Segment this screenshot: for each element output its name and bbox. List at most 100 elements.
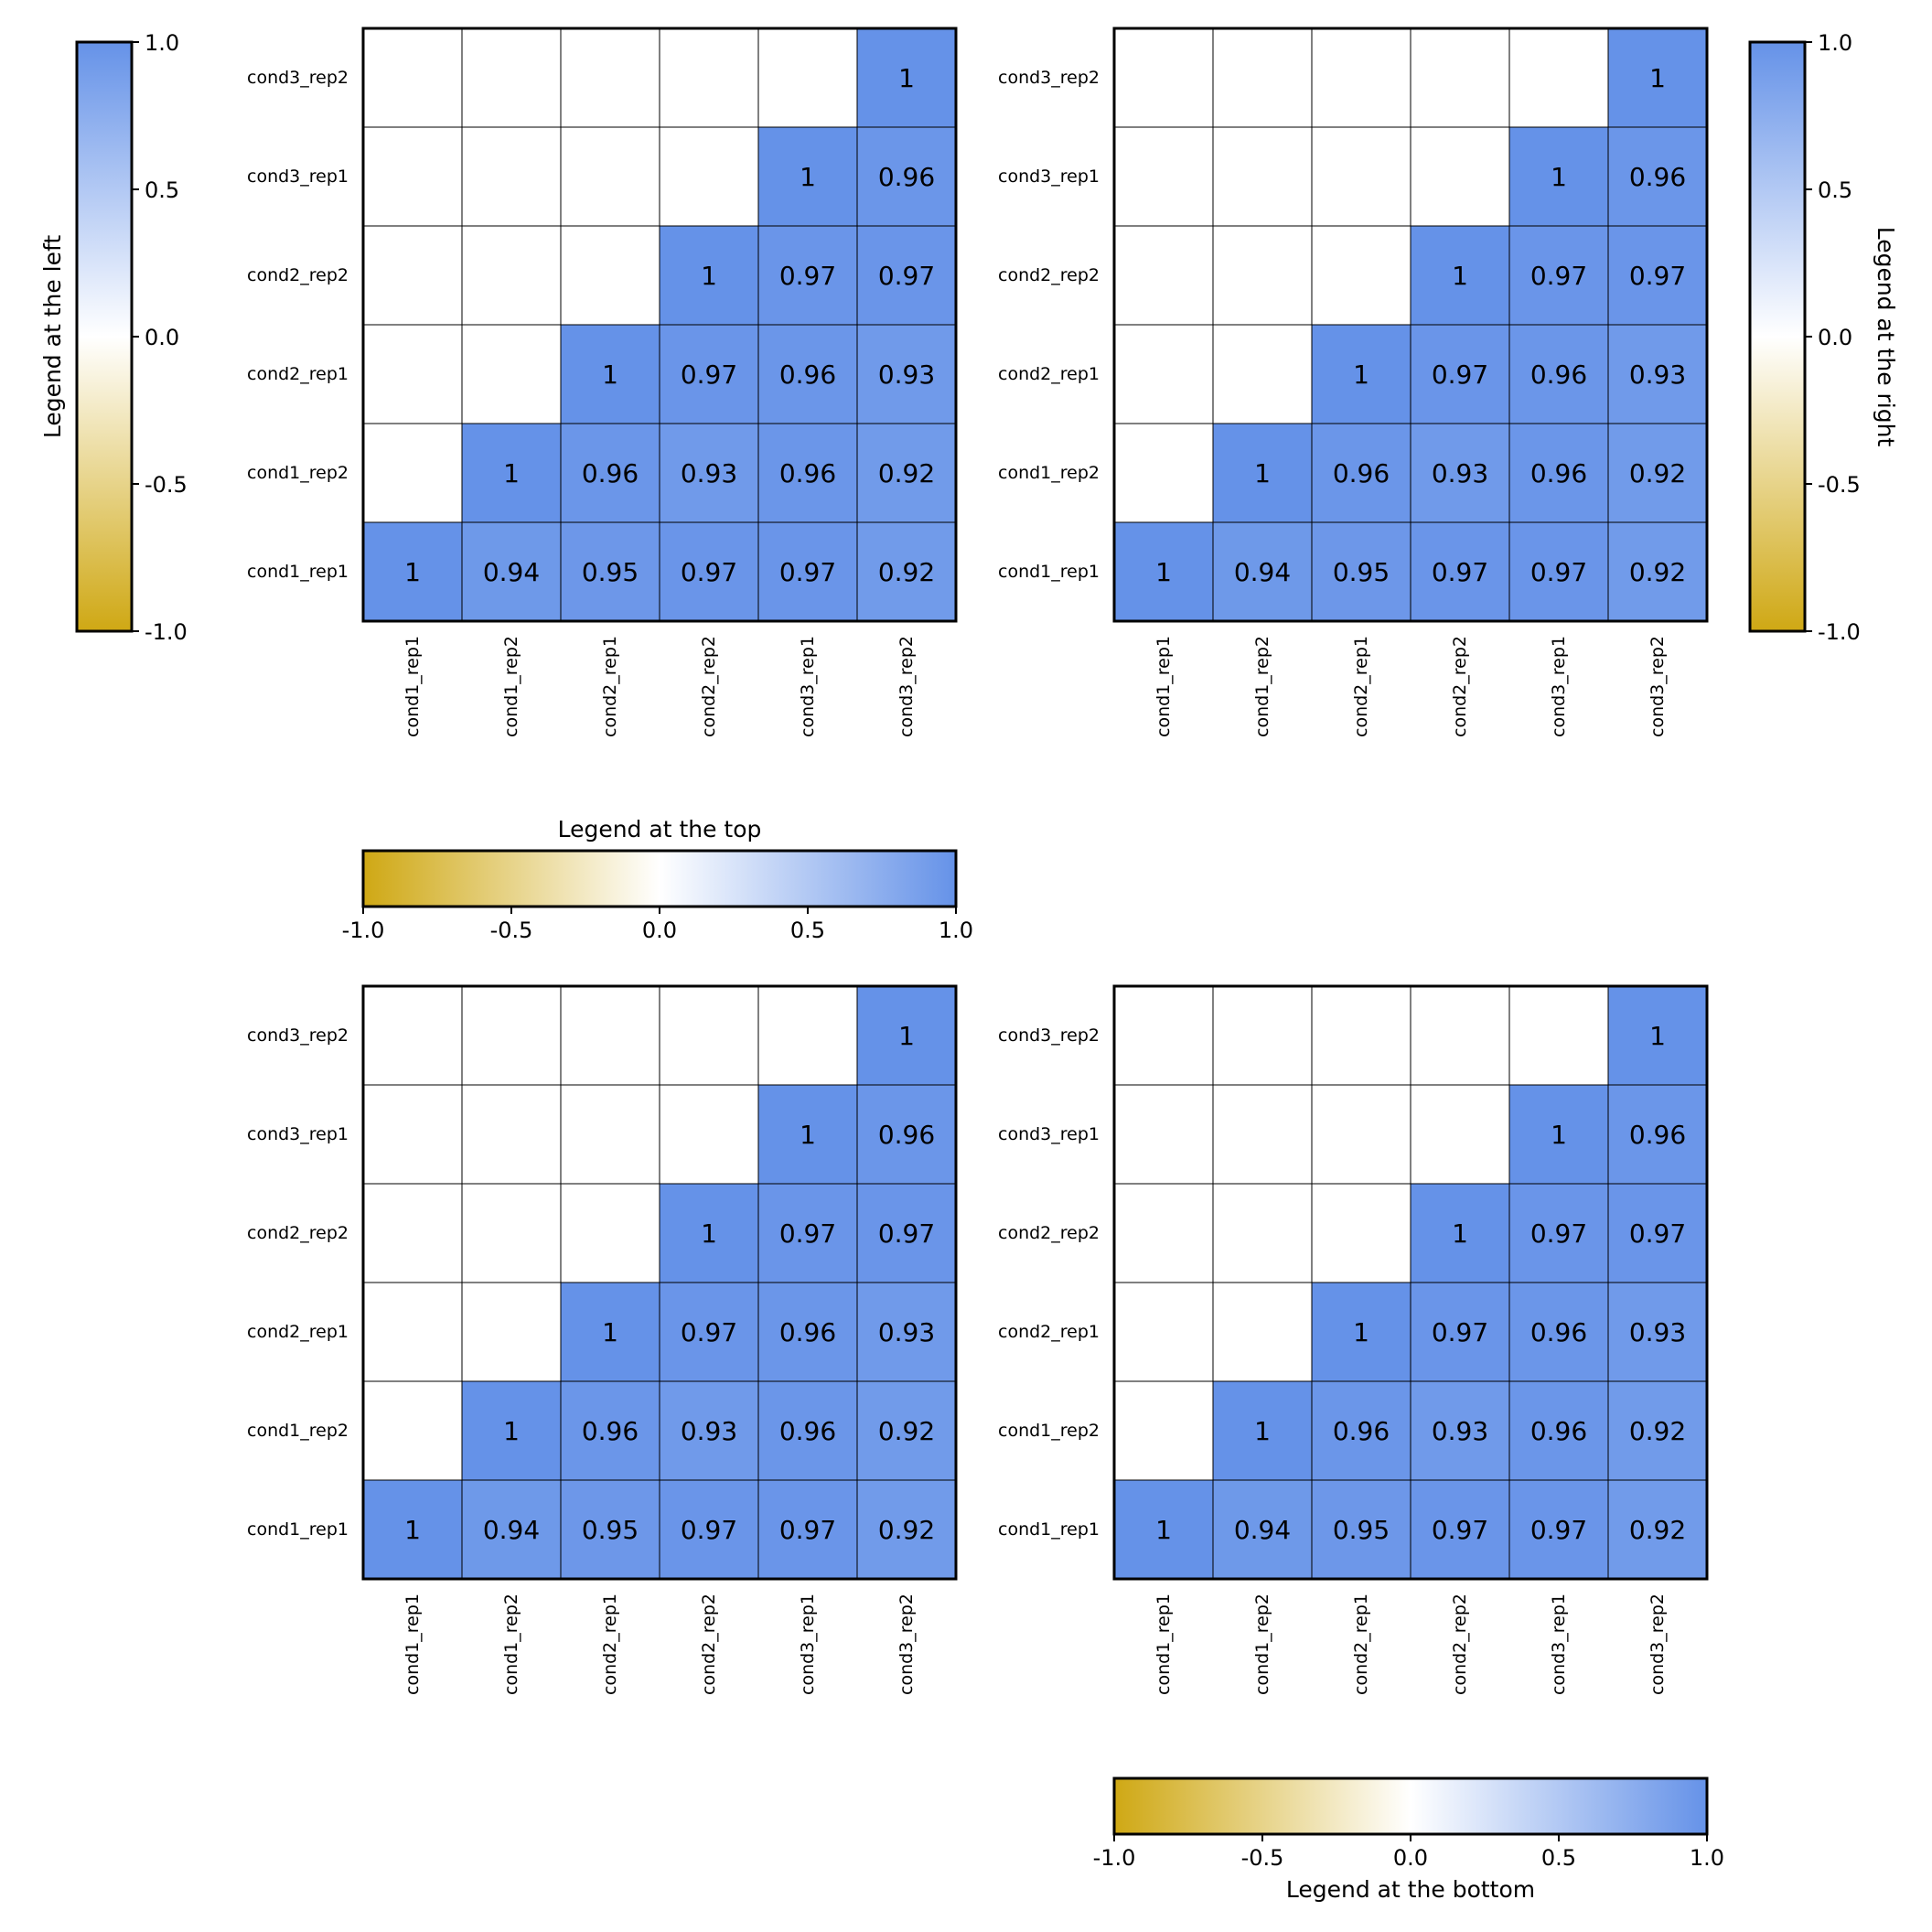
heatmap-cell xyxy=(1607,27,1708,128)
heatmap-cell xyxy=(856,1479,957,1580)
heatmap-cell xyxy=(1410,1479,1510,1580)
cell-value-label: 0.95 xyxy=(582,557,639,587)
heatmap-cell xyxy=(1311,985,1411,1086)
heatmap-cell xyxy=(1212,324,1313,424)
column-label: cond1_rep2 xyxy=(1252,1594,1272,1695)
cell-value-label: 1 xyxy=(1649,63,1666,93)
heatmap-cell xyxy=(1212,225,1313,326)
cell-value-label: 0.96 xyxy=(1530,1416,1587,1446)
heatmap-cell xyxy=(1508,1380,1609,1481)
colorbar-tick-label: 0.0 xyxy=(1818,325,1852,350)
column-label: cond2_rep1 xyxy=(1351,1594,1371,1695)
heatmap-cell xyxy=(1212,126,1313,227)
heatmap-cell xyxy=(1508,521,1609,622)
heatmap-cell xyxy=(1311,521,1411,622)
cell-value-label: 0.97 xyxy=(878,1218,935,1249)
heatmap-cell xyxy=(1311,1183,1411,1283)
heatmap-cell xyxy=(362,1380,463,1481)
column-label: cond2_rep2 xyxy=(699,636,719,737)
cell-value-label: 0.97 xyxy=(779,261,836,291)
column-label: cond2_rep1 xyxy=(600,636,620,737)
colorbar-title: Legend at the left xyxy=(39,235,66,439)
heatmap-cell xyxy=(856,1084,957,1185)
colorbar-tick-label: -1.0 xyxy=(1093,1845,1136,1871)
colorbar-tick-label: 0.0 xyxy=(642,918,677,943)
cell-value-label: 0.95 xyxy=(582,1515,639,1545)
column-label: cond3_rep1 xyxy=(1549,636,1569,737)
heatmap-frame xyxy=(1112,27,1709,623)
heatmap-cell xyxy=(461,126,562,227)
heatmap-cell xyxy=(757,1084,858,1185)
column-label: cond2_rep2 xyxy=(1450,1594,1470,1695)
cell-value-label: 0.95 xyxy=(1333,557,1390,587)
cell-value-label: 0.97 xyxy=(1629,1218,1686,1249)
cell-value-label: 1 xyxy=(404,1515,421,1545)
row-label: cond1_rep1 xyxy=(247,1519,349,1540)
heatmap-cell xyxy=(1311,1479,1411,1580)
colorbar-tick-label: 0.5 xyxy=(1541,1845,1576,1871)
heatmap-cell xyxy=(1607,126,1708,227)
heatmap-frame xyxy=(361,984,958,1581)
column-label: cond2_rep1 xyxy=(600,1594,620,1695)
heatmap-cell xyxy=(1410,1282,1510,1382)
heatmap-cell xyxy=(461,423,562,523)
heatmap-panel-top-left: 1 0.94 0.95 0.97 0.97 0.92 1 0.96 0.93 0.96 0.92 1 0… xyxy=(247,27,958,737)
heatmap-cell xyxy=(856,27,957,128)
row-label: cond2_rep2 xyxy=(998,265,1100,285)
row-label: cond2_rep2 xyxy=(998,1223,1100,1243)
heatmap-cell xyxy=(1212,1183,1313,1283)
colorbar-top: -1.0 -0.5 0.0 0.5 1.0 Legend at the top xyxy=(342,816,974,943)
row-label: cond3_rep2 xyxy=(247,68,349,88)
row-label: cond3_rep2 xyxy=(998,1025,1100,1046)
cell-value-label: 1 xyxy=(1155,557,1172,587)
heatmap-cell xyxy=(362,521,463,622)
cell-value-label: 0.97 xyxy=(779,1218,836,1249)
heatmap-cell xyxy=(1212,1380,1313,1481)
heatmap-cell xyxy=(856,521,957,622)
row-label: cond2_rep1 xyxy=(247,364,349,384)
heatmap-cell xyxy=(659,1282,759,1382)
cell-value-label: 0.92 xyxy=(878,1416,935,1446)
column-label: cond1_rep1 xyxy=(402,1594,423,1695)
column-label: cond1_rep1 xyxy=(1154,1594,1174,1695)
cell-value-label: 0.96 xyxy=(779,458,836,488)
heatmap-cell xyxy=(1113,985,1214,1086)
heatmap-cell xyxy=(560,985,660,1086)
heatmap-frame xyxy=(1112,984,1709,1581)
cell-value-label: 1 xyxy=(1155,1515,1172,1545)
heatmap-cell xyxy=(1113,1084,1214,1185)
heatmap-cell xyxy=(362,1183,463,1283)
heatmap-cell xyxy=(1607,423,1708,523)
cell-value-label: 0.97 xyxy=(1432,557,1488,587)
cell-value-label: 1 xyxy=(602,1317,618,1347)
heatmap-cell xyxy=(659,521,759,622)
heatmap-cell xyxy=(362,225,463,326)
heatmap-cell xyxy=(1410,27,1510,128)
heatmap-cell xyxy=(1607,225,1708,326)
cell-value-label: 1 xyxy=(503,1416,520,1446)
heatmap-cell xyxy=(1410,1084,1510,1185)
cell-value-label: 0.94 xyxy=(483,1515,540,1545)
row-label: cond1_rep2 xyxy=(998,1421,1100,1441)
heatmap-cell xyxy=(362,985,463,1086)
row-label: cond3_rep2 xyxy=(998,68,1100,88)
heatmap-cell xyxy=(856,126,957,227)
heatmap-cell xyxy=(362,1479,463,1580)
heatmap-cell xyxy=(856,1282,957,1382)
cell-value-label: 0.97 xyxy=(878,261,935,291)
heatmap-cell xyxy=(1410,126,1510,227)
colorbar-gradient xyxy=(1112,1776,1709,1836)
cell-value-label: 1 xyxy=(1551,162,1567,192)
cell-value-label: 0.97 xyxy=(1530,557,1587,587)
heatmap-cell xyxy=(1508,1282,1609,1382)
heatmap-cell xyxy=(1607,1183,1708,1283)
heatmap-cell xyxy=(362,1282,463,1382)
colorbar-tick-label: 1.0 xyxy=(1690,1845,1724,1871)
cell-value-label: 0.92 xyxy=(1629,1416,1686,1446)
heatmap-cell xyxy=(659,324,759,424)
heatmap-cell xyxy=(1508,985,1609,1086)
heatmap-cell xyxy=(560,324,660,424)
heatmap-cell xyxy=(461,225,562,326)
cell-value-label: 0.93 xyxy=(1432,1416,1488,1446)
colorbar-tick-label: -0.5 xyxy=(1241,1845,1284,1871)
